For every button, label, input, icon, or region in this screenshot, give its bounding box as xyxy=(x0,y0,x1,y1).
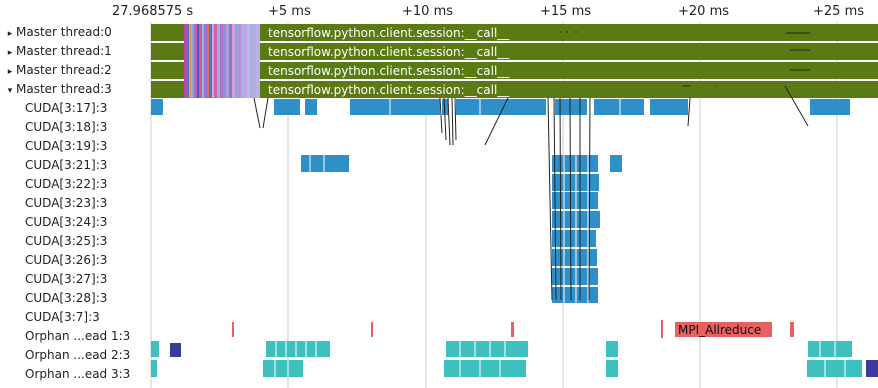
cuda-track-label[interactable]: CUDA[3:17]:3 xyxy=(25,101,108,115)
cuda-kernel xyxy=(810,99,850,115)
time-ruler[interactable]: 27.968575 s +5 ms +10 ms +15 ms +20 ms +… xyxy=(0,0,878,22)
expand-icon[interactable]: ▸ xyxy=(7,29,13,39)
cuda-track-label[interactable]: CUDA[3:7]:3 xyxy=(25,310,100,324)
orphan-event xyxy=(232,322,234,337)
tick-label-10ms: +10 ms xyxy=(402,4,454,19)
master-thread-1-label[interactable]: ▸ Master thread:1 xyxy=(0,42,150,61)
thread-name: Master thread:0 xyxy=(16,25,112,39)
cuda-track-label[interactable]: CUDA[3:22]:3 xyxy=(25,177,108,191)
orphan-event xyxy=(790,322,794,337)
orphan-event xyxy=(606,360,618,377)
tick-label-5ms: +5 ms xyxy=(268,4,311,19)
orphan-track-label[interactable]: Orphan ...ead 2:3 xyxy=(25,348,131,362)
cuda-kernel xyxy=(552,230,596,247)
cuda-kernel xyxy=(552,155,598,172)
kernel-separators xyxy=(309,99,621,303)
orphan-event xyxy=(808,341,852,357)
cuda-kernel xyxy=(555,99,587,115)
orphan-event xyxy=(807,360,862,377)
orphan-event xyxy=(511,322,514,337)
tick-label-25ms: +25 ms xyxy=(813,4,865,19)
thread-name: Master thread:2 xyxy=(16,63,112,77)
master-slice-label: tensorflow.python.client.session:__call_… xyxy=(268,83,510,97)
cuda-kernel xyxy=(552,287,598,303)
cuda-track-label[interactable]: CUDA[3:25]:3 xyxy=(25,234,108,248)
orphan-event xyxy=(444,360,526,377)
cuda-track-label[interactable]: CUDA[3:19]:3 xyxy=(25,139,108,153)
cuda-track-label[interactable]: CUDA[3:18]:3 xyxy=(25,120,108,134)
master-slice xyxy=(151,24,878,41)
cuda-track-label[interactable]: CUDA[3:23]:3 xyxy=(25,196,108,210)
startup-stripes xyxy=(184,24,260,98)
orphan-track-label[interactable]: Orphan ...ead 3:3 xyxy=(25,367,131,381)
orphan-event xyxy=(263,360,303,377)
orphan-event xyxy=(446,341,528,357)
cuda-track-label[interactable]: CUDA[3:26]:3 xyxy=(25,253,108,267)
master-thread-3-label[interactable]: ▾ Master thread:3 xyxy=(0,80,150,99)
cuda-track-label[interactable]: CUDA[3:27]:3 xyxy=(25,272,108,286)
cuda-kernel xyxy=(442,99,448,115)
master-thread-0-label[interactable]: ▸ Master thread:0 xyxy=(0,23,150,42)
orphan-event xyxy=(170,343,181,357)
master-thread-2-label[interactable]: ▸ Master thread:2 xyxy=(0,61,150,80)
cuda-kernel xyxy=(301,155,349,172)
orphan-event xyxy=(266,341,330,357)
master-markers xyxy=(560,31,810,87)
master-slice xyxy=(151,81,878,98)
master-thread-slices[interactable]: tensorflow.python.client.session:__call_… xyxy=(151,24,878,98)
thread-name: Master thread:1 xyxy=(16,44,112,58)
cuda-kernel xyxy=(552,268,598,285)
expand-icon[interactable]: ▸ xyxy=(7,48,13,58)
orphan-event xyxy=(151,360,157,377)
timeline-svg[interactable]: tensorflow.python.client.session:__call_… xyxy=(150,0,878,388)
cuda-kernel xyxy=(456,99,546,115)
master-slice-label: tensorflow.python.client.session:__call_… xyxy=(268,45,510,59)
orphan-event xyxy=(371,322,373,337)
cuda-kernel xyxy=(650,99,688,115)
cuda-kernel xyxy=(552,192,598,209)
master-slice xyxy=(151,43,878,60)
cuda-track-label[interactable]: CUDA[3:28]:3 xyxy=(25,291,108,305)
tick-label-15ms: +15 ms xyxy=(540,4,592,19)
orphan-event xyxy=(661,320,663,338)
orphan-stripes xyxy=(274,341,846,377)
cuda-kernel xyxy=(594,99,644,115)
tick-label-20ms: +20 ms xyxy=(678,4,730,19)
orphan-track-label[interactable]: Orphan ...ead 1:3 xyxy=(25,329,131,343)
cuda-kernel xyxy=(274,99,300,115)
expand-icon[interactable]: ▸ xyxy=(7,67,13,77)
cuda-kernel xyxy=(350,99,440,115)
orphan-event xyxy=(866,360,878,377)
cuda-kernel xyxy=(552,249,597,266)
cuda-track-label[interactable]: CUDA[3:24]:3 xyxy=(25,215,108,229)
mpi-allreduce-label: MPI_Allreduce xyxy=(678,323,761,337)
master-slice-label: tensorflow.python.client.session:__call_… xyxy=(268,64,510,78)
cuda-track-label[interactable]: CUDA[3:21]:3 xyxy=(25,158,108,172)
orphan-events[interactable]: MPI_Allreduce xyxy=(151,320,878,377)
collapse-icon[interactable]: ▾ xyxy=(7,86,13,96)
master-slice-label: tensorflow.python.client.session:__call_… xyxy=(268,26,510,40)
orphan-event xyxy=(151,341,159,357)
mpi-allreduce-slice xyxy=(675,322,772,337)
timeline-canvas[interactable]: tensorflow.python.client.session:__call_… xyxy=(150,0,878,388)
start-time-label: 27.968575 s xyxy=(112,4,194,19)
cuda-kernels[interactable] xyxy=(151,99,850,303)
flow-arrows xyxy=(253,85,809,301)
cuda-kernel xyxy=(610,155,622,172)
cuda-kernel xyxy=(305,99,317,115)
cuda-kernel xyxy=(151,99,163,115)
thread-name: Master thread:3 xyxy=(16,82,112,96)
master-slice xyxy=(151,62,878,79)
orphan-event xyxy=(606,341,618,357)
